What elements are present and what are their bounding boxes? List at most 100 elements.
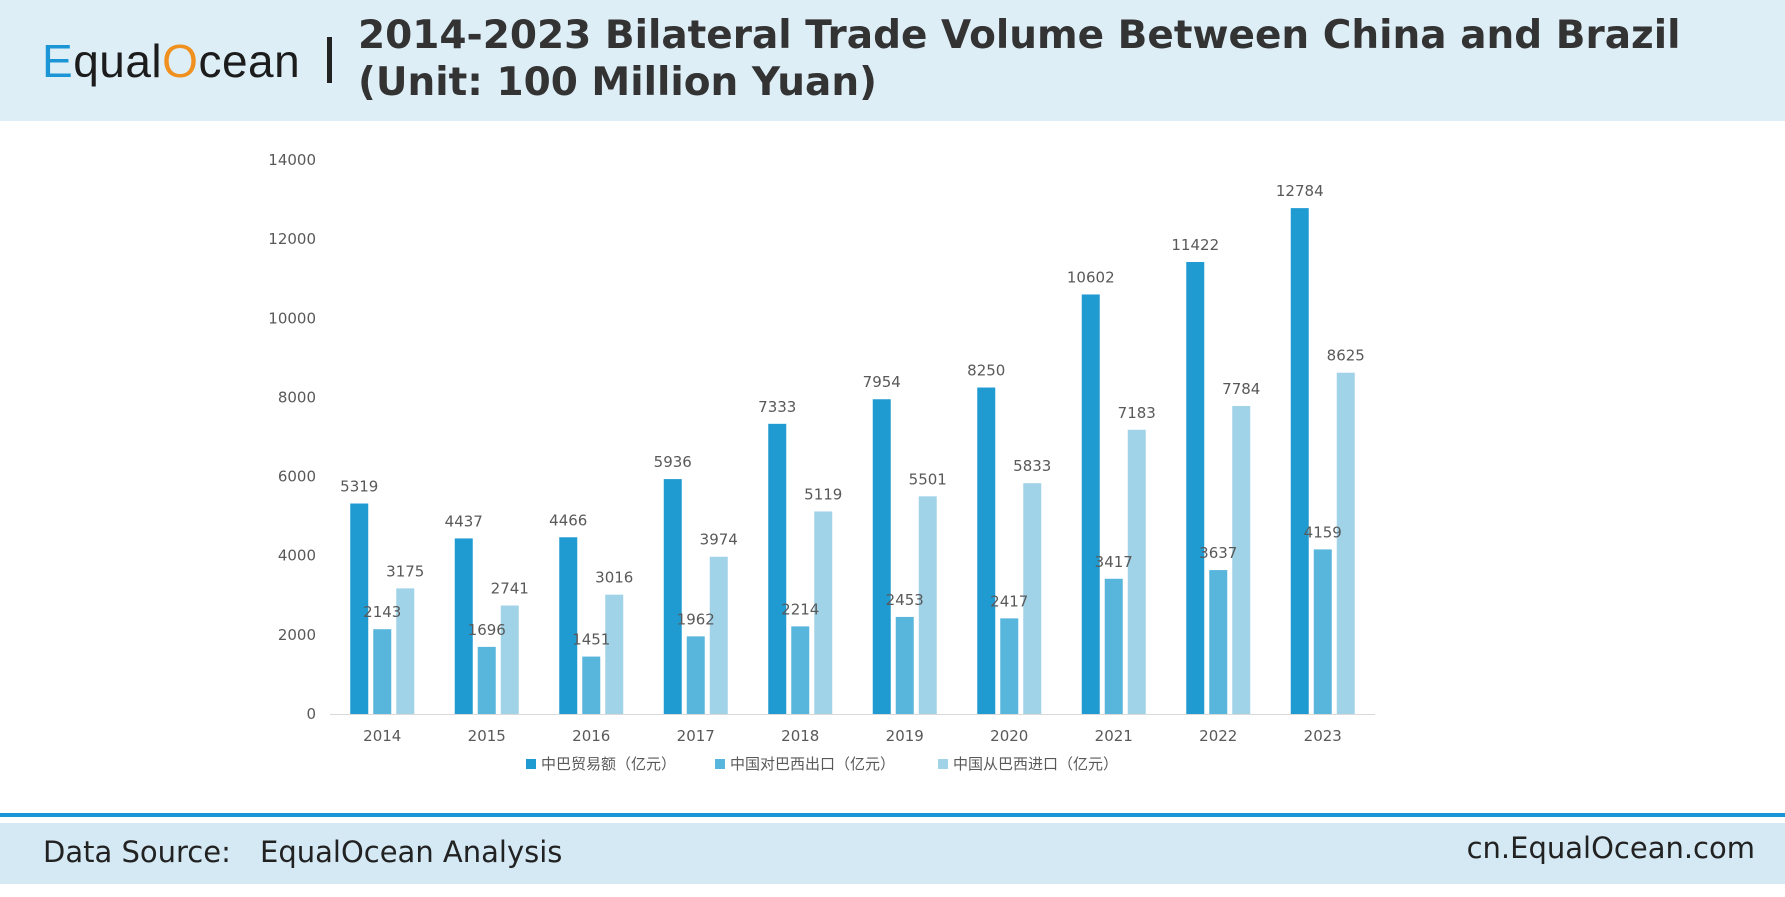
data-label: 5319 — [340, 478, 378, 496]
footer-accent-line — [0, 813, 1785, 817]
bar-2018-series-1 — [768, 423, 787, 714]
data-label: 11422 — [1171, 236, 1219, 254]
x-tick-label: 2015 — [468, 727, 506, 745]
data-label: 3175 — [386, 562, 424, 580]
data-label: 2453 — [886, 591, 924, 609]
bar-2021-series-2 — [1104, 578, 1123, 714]
bar-2014-series-2 — [373, 629, 392, 714]
legend-label: 中巴贸易额（亿元） — [541, 755, 676, 773]
data-source-label: Data Source: — [43, 835, 231, 869]
data-label: 7954 — [863, 373, 901, 391]
bar-2021-series-1 — [1081, 294, 1100, 714]
bar-2016-series-2 — [582, 656, 601, 714]
bar-2019-series-2 — [895, 616, 914, 714]
logo-e-mark: E — [42, 35, 74, 87]
y-tick-label: 12000 — [268, 230, 316, 248]
bar-2019-series-1 — [872, 399, 891, 714]
data-label: 5936 — [654, 453, 692, 471]
data-label: 12784 — [1276, 182, 1324, 200]
data-label: 7333 — [758, 398, 796, 416]
bar-2015-series-2 — [477, 646, 496, 714]
data-label: 5833 — [1013, 457, 1051, 475]
y-axis: 0 2000 4000 6000 8000 10000 12000 14000 — [268, 151, 316, 723]
data-label: 8625 — [1327, 347, 1365, 365]
data-label: 3974 — [700, 531, 738, 549]
y-tick-label: 4000 — [278, 547, 316, 565]
legend-swatch — [526, 759, 536, 769]
logo-text-end: cean — [198, 35, 301, 87]
y-tick-label: 10000 — [268, 309, 316, 327]
y-tick-label: 14000 — [268, 151, 316, 169]
data-label: 2417 — [990, 592, 1028, 610]
bar-2014-series-1 — [350, 503, 369, 714]
bar-2020-series-2 — [1000, 618, 1019, 714]
y-tick-label: 2000 — [278, 626, 316, 644]
data-label: 1962 — [677, 610, 715, 628]
data-label: 7183 — [1118, 404, 1156, 422]
x-tick-label: 2014 — [363, 727, 401, 745]
x-tick-label: 2019 — [886, 727, 924, 745]
bar-2021-series-3 — [1127, 429, 1146, 714]
x-tick-label: 2017 — [677, 727, 715, 745]
bar-2023-series-3 — [1336, 372, 1355, 714]
bar-2017-series-3 — [709, 556, 728, 714]
bar-2017-series-1 — [663, 479, 682, 714]
bar-2022-series-2 — [1209, 570, 1228, 714]
data-label: 7784 — [1222, 380, 1260, 398]
logo-text-middle: qual — [73, 35, 163, 87]
x-tick-label: 2020 — [990, 727, 1028, 745]
legend-label: 中国对巴西出口（亿元） — [730, 755, 895, 773]
bar-2020-series-3 — [1023, 483, 1042, 714]
legend-swatch — [715, 759, 725, 769]
data-label: 3637 — [1199, 544, 1237, 562]
y-tick-label: 8000 — [278, 388, 316, 406]
data-label: 3016 — [595, 569, 633, 587]
x-tick-label: 2022 — [1199, 727, 1237, 745]
bar-series-group — [350, 208, 1355, 715]
bar-2016-series-1 — [559, 537, 578, 714]
header-divider — [327, 37, 332, 83]
legend-label: 中国从巴西进口（亿元） — [953, 755, 1118, 773]
x-tick-label: 2016 — [572, 727, 610, 745]
data-label: 5119 — [804, 485, 842, 503]
data-label: 5501 — [909, 470, 947, 488]
bar-2022-series-3 — [1232, 405, 1251, 714]
data-label: 2741 — [491, 580, 529, 598]
data-label: 4466 — [549, 511, 587, 529]
data-label: 3417 — [1095, 553, 1133, 571]
data-label: 4437 — [445, 512, 483, 530]
data-source-value: EqualOcean Analysis — [260, 835, 563, 869]
bar-2022-series-1 — [1186, 262, 1205, 714]
bar-2014-series-3 — [396, 588, 415, 714]
data-label: 1451 — [572, 631, 610, 649]
x-tick-label: 2018 — [781, 727, 819, 745]
data-label: 1696 — [468, 621, 506, 639]
x-tick-label: 2021 — [1095, 727, 1133, 745]
y-tick-label: 6000 — [278, 468, 316, 486]
bar-2017-series-2 — [686, 636, 705, 714]
bar-2020-series-1 — [977, 387, 996, 714]
bar-2016-series-3 — [605, 594, 624, 714]
data-label: 2214 — [781, 600, 819, 618]
data-label: 4159 — [1304, 523, 1342, 541]
data-label-group: 5319 4437 4466 5936 7333 7954 8250 10602 11422 12… — [340, 182, 1365, 648]
footer-bar: Data Source: EqualOcean Analysis cn.Equa… — [0, 823, 1785, 884]
y-tick-label: 0 — [306, 705, 316, 723]
legend-swatch — [938, 759, 948, 769]
data-label: 2143 — [363, 603, 401, 621]
logo-o-mark: O — [162, 35, 199, 87]
bar-chart: 0 2000 4000 6000 8000 10000 12000 14000 2014 201… — [268, 151, 1375, 773]
bar-2018-series-2 — [791, 626, 810, 714]
bar-2015-series-3 — [500, 605, 519, 714]
data-label: 10602 — [1067, 268, 1115, 286]
x-tick-label: 2023 — [1304, 727, 1342, 745]
bar-2019-series-3 — [918, 496, 937, 714]
site-url-link[interactable]: cn.EqualOcean.com — [1466, 831, 1755, 865]
bar-2018-series-3 — [814, 511, 833, 714]
data-label: 8250 — [967, 362, 1005, 380]
bar-2015-series-1 — [454, 538, 473, 714]
page-title: 2014-2023 Bilateral Trade Volume Between… — [358, 13, 1681, 105]
legend: 中巴贸易额（亿元） 中国对巴西出口（亿元） 中国从巴西进口（亿元） — [526, 755, 1118, 773]
